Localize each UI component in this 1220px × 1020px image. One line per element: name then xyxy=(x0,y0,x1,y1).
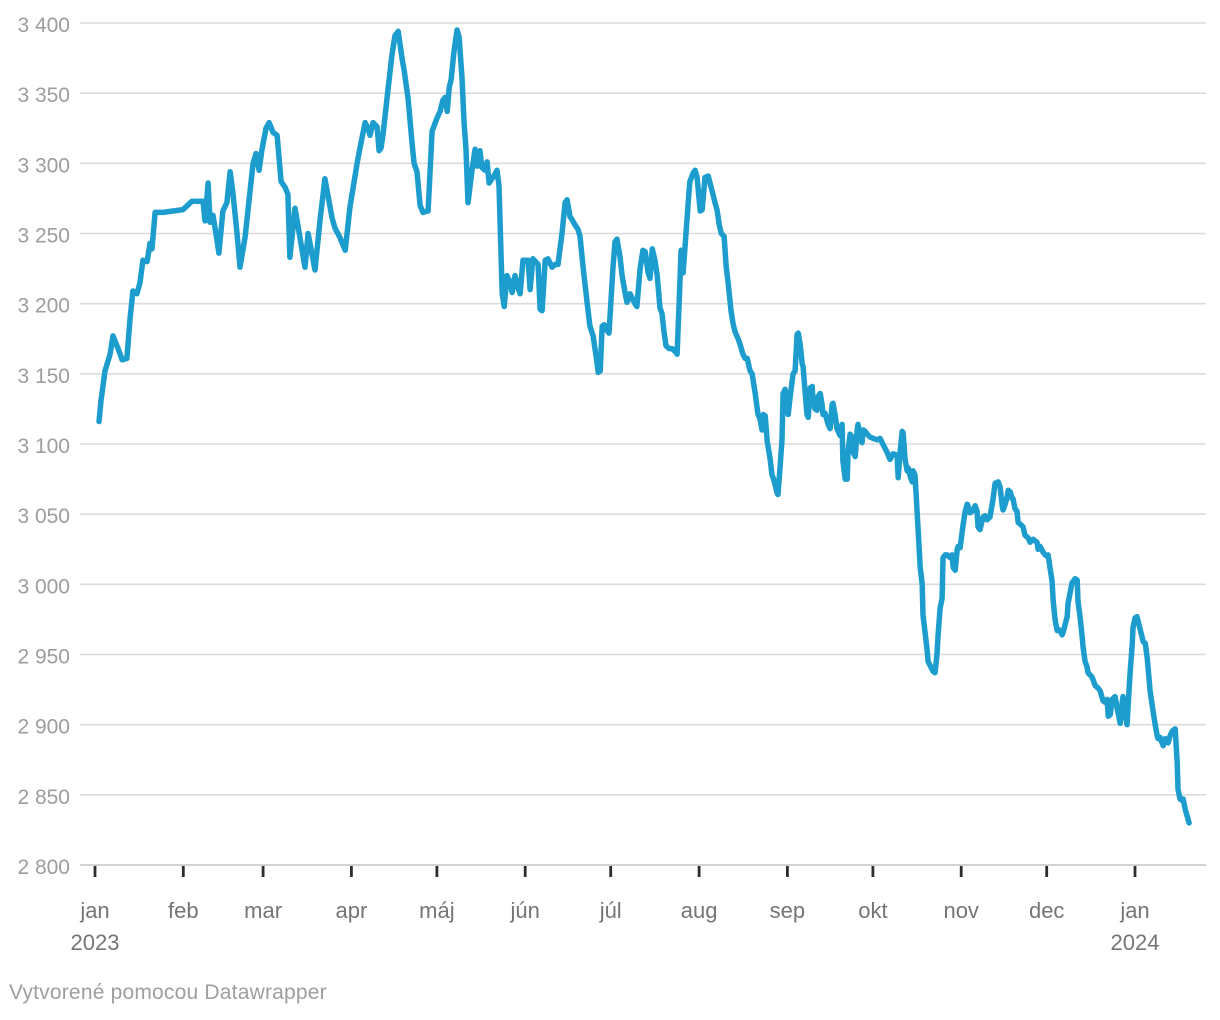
y-tick-label: 3 150 xyxy=(17,365,70,388)
attribution-text: Vytvorené pomocou Datawrapper xyxy=(9,981,327,1004)
month-label: jan xyxy=(1119,898,1149,923)
month-label: apr xyxy=(336,898,368,923)
month-label: dec xyxy=(1029,898,1064,923)
y-tick-label: 3 400 xyxy=(17,14,70,37)
x-axis-ticks xyxy=(93,866,1137,877)
y-tick-label: 3 250 xyxy=(17,225,70,248)
month-label: jan xyxy=(79,898,109,923)
y-tick-label: 3 350 xyxy=(17,84,70,107)
year-label: 2023 xyxy=(71,930,120,955)
y-gridlines xyxy=(80,22,1206,866)
y-tick-label: 2 900 xyxy=(17,716,70,739)
month-label: mar xyxy=(244,898,282,923)
year-label: 2024 xyxy=(1111,930,1160,955)
y-tick-label: 3 300 xyxy=(17,154,70,177)
price-line xyxy=(96,27,1192,826)
y-tick-label: 2 800 xyxy=(17,856,70,879)
y-tick-label: 3 100 xyxy=(17,435,70,458)
y-tick-label: 3 200 xyxy=(17,295,70,318)
y-tick-label: 3 050 xyxy=(17,505,70,528)
month-label: feb xyxy=(168,898,199,923)
month-label: nov xyxy=(943,898,978,923)
y-tick-label: 3 000 xyxy=(17,575,70,598)
month-label: máj xyxy=(419,898,454,923)
month-label: júl xyxy=(599,898,622,923)
month-label: aug xyxy=(681,898,718,923)
month-label: sep xyxy=(770,898,805,923)
y-tick-label: 2 950 xyxy=(17,646,70,669)
month-label: jún xyxy=(510,898,540,923)
y-axis-labels: 3 400 3 350 3 300 3 250 3 200 3 150 3 100 3 050… xyxy=(17,14,70,879)
x-axis-labels: jan 2023 feb mar apr máj jún júl aug sep okt nov dec… xyxy=(71,898,1160,955)
y-tick-label: 2 850 xyxy=(17,786,70,809)
month-label: okt xyxy=(858,898,887,923)
line-chart: 3 400 3 350 3 300 3 250 3 200 3 150 3 100 3 050… xyxy=(17,14,1206,955)
